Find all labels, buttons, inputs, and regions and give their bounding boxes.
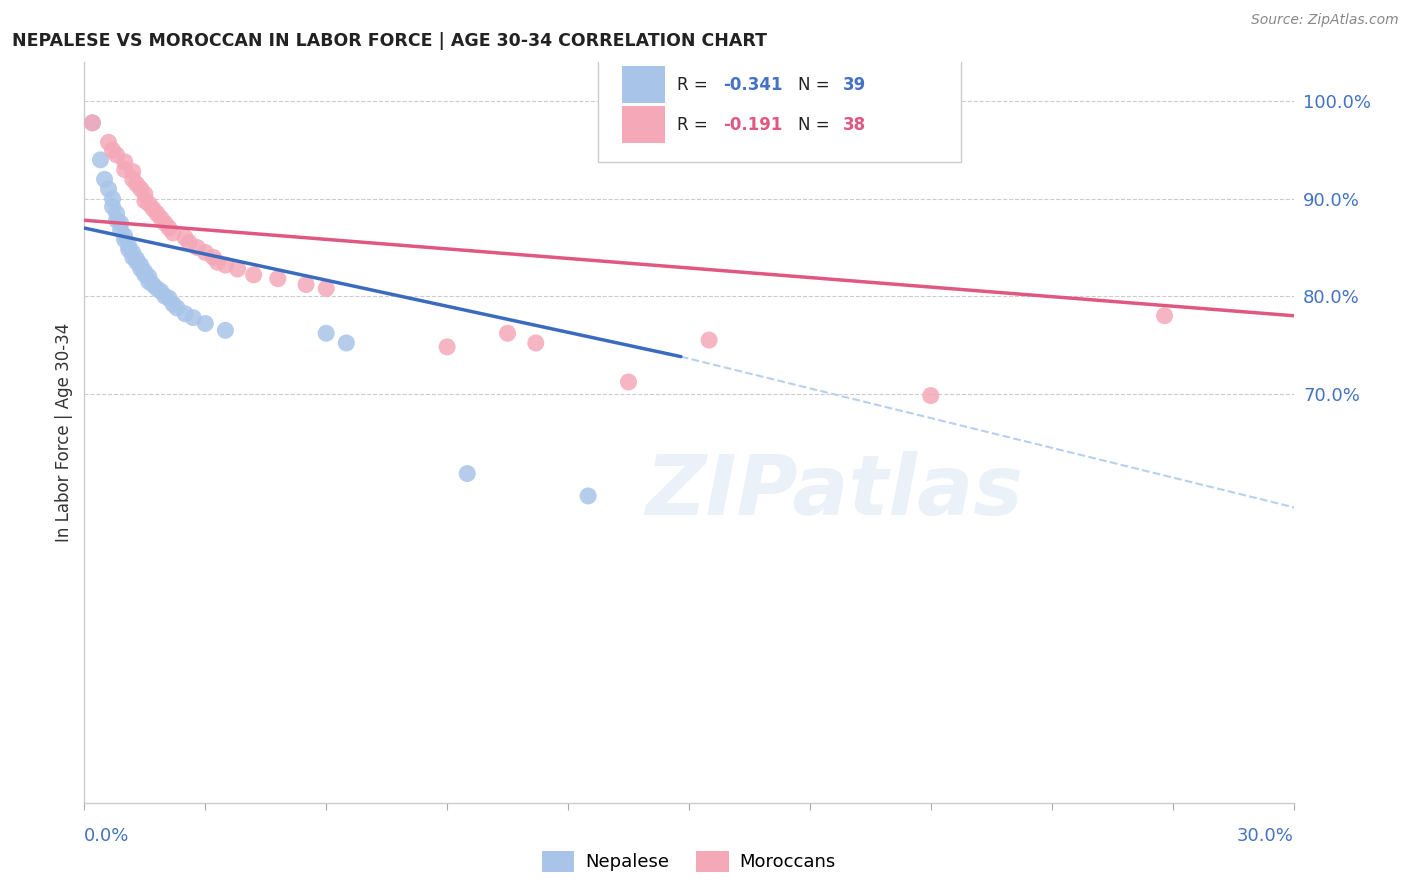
Point xyxy=(121,250,143,264)
Point xyxy=(110,216,132,230)
Point xyxy=(242,268,264,282)
Point xyxy=(118,243,141,257)
Point xyxy=(146,206,169,220)
Point xyxy=(194,245,217,260)
Point xyxy=(114,228,136,243)
Point xyxy=(207,255,229,269)
Point xyxy=(146,281,169,295)
Point xyxy=(202,250,225,264)
Point xyxy=(617,375,640,389)
Point xyxy=(125,255,148,269)
Point xyxy=(121,245,143,260)
Point xyxy=(138,269,160,284)
Point xyxy=(105,213,128,227)
Point xyxy=(97,136,120,150)
Point xyxy=(157,221,180,235)
Point xyxy=(134,268,156,282)
Point xyxy=(138,196,160,211)
Point xyxy=(101,143,124,157)
Point xyxy=(142,202,165,216)
Point xyxy=(162,297,184,311)
Point xyxy=(134,186,156,201)
Point xyxy=(101,192,124,206)
Point xyxy=(153,289,176,303)
Text: N =: N = xyxy=(797,116,835,134)
Point xyxy=(524,336,547,351)
Point xyxy=(162,226,184,240)
Point xyxy=(174,231,197,245)
Point xyxy=(114,154,136,169)
Point xyxy=(267,271,290,285)
Text: R =: R = xyxy=(676,76,713,94)
Point xyxy=(149,211,172,226)
Point xyxy=(93,172,115,186)
Point xyxy=(82,116,104,130)
Point xyxy=(114,233,136,247)
Text: 39: 39 xyxy=(842,76,866,94)
Point xyxy=(1153,309,1175,323)
Point xyxy=(101,200,124,214)
Point xyxy=(114,162,136,177)
Point xyxy=(142,277,165,292)
Point xyxy=(496,326,519,341)
FancyBboxPatch shape xyxy=(599,59,962,162)
Point xyxy=(134,265,156,279)
FancyBboxPatch shape xyxy=(623,106,665,143)
Text: ZIPatlas: ZIPatlas xyxy=(645,451,1024,533)
Text: -0.191: -0.191 xyxy=(723,116,782,134)
Legend: Nepalese, Moroccans: Nepalese, Moroccans xyxy=(534,844,844,879)
Point xyxy=(125,178,148,192)
Point xyxy=(920,389,942,403)
Point xyxy=(576,489,599,503)
Point xyxy=(105,206,128,220)
Point xyxy=(315,326,337,341)
Text: -0.341: -0.341 xyxy=(723,76,782,94)
Point xyxy=(129,262,152,277)
Y-axis label: In Labor Force | Age 30-34: In Labor Force | Age 30-34 xyxy=(55,323,73,542)
Point xyxy=(134,194,156,208)
Point xyxy=(335,336,357,351)
Point xyxy=(194,317,217,331)
Point xyxy=(174,307,197,321)
Point xyxy=(89,153,111,167)
Point xyxy=(181,310,204,325)
Point xyxy=(121,164,143,178)
Point xyxy=(138,275,160,289)
Point xyxy=(456,467,478,481)
Point xyxy=(82,116,104,130)
Point xyxy=(214,323,236,337)
Point xyxy=(105,148,128,162)
Point xyxy=(97,182,120,196)
Text: 0.0%: 0.0% xyxy=(84,827,129,845)
Text: 30.0%: 30.0% xyxy=(1237,827,1294,845)
Point xyxy=(214,258,236,272)
Point xyxy=(166,301,188,315)
Text: N =: N = xyxy=(797,76,835,94)
Point xyxy=(157,291,180,305)
Point xyxy=(110,223,132,237)
Point xyxy=(125,252,148,267)
Point xyxy=(118,238,141,252)
Point xyxy=(179,235,201,250)
Point xyxy=(186,241,208,255)
Point xyxy=(315,281,337,295)
Text: NEPALESE VS MOROCCAN IN LABOR FORCE | AGE 30-34 CORRELATION CHART: NEPALESE VS MOROCCAN IN LABOR FORCE | AG… xyxy=(11,32,766,50)
Point xyxy=(129,182,152,196)
Point xyxy=(153,216,176,230)
Point xyxy=(149,285,172,299)
Point xyxy=(697,333,720,347)
Point xyxy=(295,277,318,292)
FancyBboxPatch shape xyxy=(623,66,665,103)
Text: R =: R = xyxy=(676,116,713,134)
Point xyxy=(436,340,458,354)
Point xyxy=(226,262,249,277)
Point xyxy=(121,172,143,186)
Point xyxy=(129,258,152,272)
Text: 38: 38 xyxy=(842,116,866,134)
Text: Source: ZipAtlas.com: Source: ZipAtlas.com xyxy=(1251,13,1399,28)
